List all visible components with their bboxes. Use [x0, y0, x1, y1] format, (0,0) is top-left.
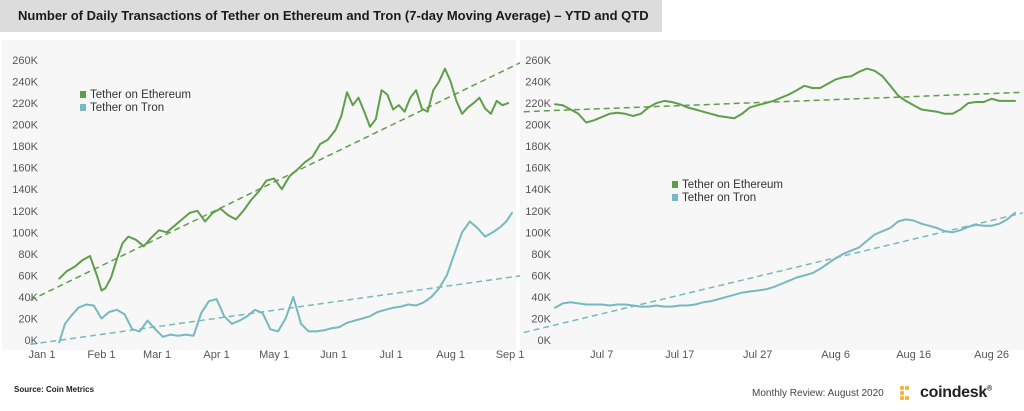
ytd-trendline-tether-on-tron — [30, 275, 520, 346]
ytd-x-tick-label: Jan 1 — [29, 349, 56, 361]
qtd-y-tick-label: 20K — [531, 313, 551, 325]
qtd-y-tick-label: 140K — [525, 184, 551, 196]
qtd-legend-swatch — [672, 181, 678, 188]
charts-canvas: 0K 20K 40K 60K 80K 100K 120K 140K 160K 180K 200K 22… — [2, 40, 1024, 361]
ytd-legend-swatch — [80, 91, 86, 98]
brand-name: coindesk® — [920, 384, 992, 401]
qtd-y-tick-label: 180K — [525, 141, 551, 153]
qtd-x-tick-label: Aug 6 — [821, 349, 850, 361]
ytd-series-line-tether-on-ethereum — [58, 67, 510, 292]
ytd-x-tick-label: Aug 1 — [436, 349, 465, 361]
qtd-y-tick-label: 200K — [525, 120, 551, 132]
qtd-y-tick-label: 240K — [525, 77, 551, 89]
qtd-y-tick-label: 220K — [525, 98, 551, 110]
ytd-y-tick-label: 180K — [12, 141, 38, 153]
ytd-y-tick-label: 40K — [18, 292, 38, 304]
qtd-y-tick-label: 80K — [531, 249, 551, 261]
ytd-y-tick-label: 200K — [12, 120, 38, 132]
ytd-y-tick-label: 260K — [12, 55, 38, 67]
qtd-y-tick-label: 160K — [525, 163, 551, 175]
coindesk-logo: coindesk® — [900, 384, 992, 402]
ytd-y-tick-label: 140K — [12, 184, 38, 196]
chart-title: Number of Daily Transactions of Tether o… — [18, 8, 649, 23]
qtd-series-line-tether-on-ethereum — [554, 67, 1016, 124]
ytd-chart: 0K 20K 40K 60K 80K 100K 120K 140K 160K 180K 200K 22… — [12, 55, 524, 361]
qtd-series-line-tether-on-tron — [554, 211, 1016, 309]
title-bar: Number of Daily Transactions of Tether o… — [0, 0, 662, 32]
ytd-chart-panel — [2, 40, 516, 350]
qtd-y-tick-label: 60K — [531, 270, 551, 282]
qtd-legend-label: Tether on Tron — [682, 192, 756, 204]
ytd-x-tick-label: Sep 1 — [496, 349, 525, 361]
coindesk-mark-icon — [900, 386, 914, 400]
ytd-y-tick-label: 0K — [25, 335, 39, 347]
qtd-chart: 0K 20K 40K 60K 80K 100K 120K 140K 160K 180K 200K 22… — [523, 55, 1023, 361]
qtd-y-tick-label: 100K — [525, 227, 551, 239]
ytd-y-tick-label: 160K — [12, 163, 38, 175]
ytd-y-tick-label: 60K — [18, 270, 38, 282]
source-note: Source: Coin Metrics — [14, 385, 95, 394]
ytd-x-tick-label: Jun 1 — [320, 349, 347, 361]
qtd-x-tick-label: Aug 16 — [896, 349, 931, 361]
ytd-legend-label: Tether on Tron — [90, 102, 164, 114]
ytd-x-tick-label: Mar 1 — [143, 349, 171, 361]
qtd-y-tick-label: 120K — [525, 206, 551, 218]
ytd-legend-swatch — [80, 104, 86, 111]
ytd-x-tick-label: May 1 — [259, 349, 289, 361]
ytd-y-tick-label: 20K — [18, 313, 38, 325]
qtd-x-tick-label: Aug 26 — [974, 349, 1009, 361]
ytd-x-tick-label: Apr 1 — [203, 349, 229, 361]
monthly-review-label: Monthly Review: August 2020 — [752, 388, 884, 399]
ytd-y-tick-label: 80K — [18, 249, 38, 261]
qtd-y-tick-label: 0K — [538, 335, 552, 347]
ytd-y-tick-label: 220K — [12, 98, 38, 110]
qtd-x-tick-label: Jul 27 — [743, 349, 772, 361]
ytd-trendline-tether-on-ethereum — [30, 61, 520, 301]
ytd-y-tick-label: 120K — [12, 206, 38, 218]
qtd-x-tick-label: Jul 17 — [665, 349, 694, 361]
ytd-legend-label: Tether on Ethereum — [90, 89, 191, 101]
qtd-y-tick-label: 260K — [525, 55, 551, 67]
qtd-y-tick-label: 40K — [531, 292, 551, 304]
ytd-series-line-tether-on-tron — [58, 211, 513, 344]
ytd-y-tick-label: 100K — [12, 227, 38, 239]
qtd-trendline-tether-on-tron — [523, 212, 1023, 334]
qtd-legend-swatch — [672, 194, 678, 201]
qtd-legend-label: Tether on Ethereum — [682, 179, 783, 191]
ytd-x-tick-label: Feb 1 — [87, 349, 115, 361]
qtd-x-tick-label: Jul 7 — [590, 349, 613, 361]
qtd-trendline-tether-on-ethereum — [523, 91, 1023, 113]
ytd-y-tick-label: 240K — [12, 77, 38, 89]
ytd-x-tick-label: Jul 1 — [380, 349, 403, 361]
qtd-chart-panel — [520, 40, 1024, 350]
